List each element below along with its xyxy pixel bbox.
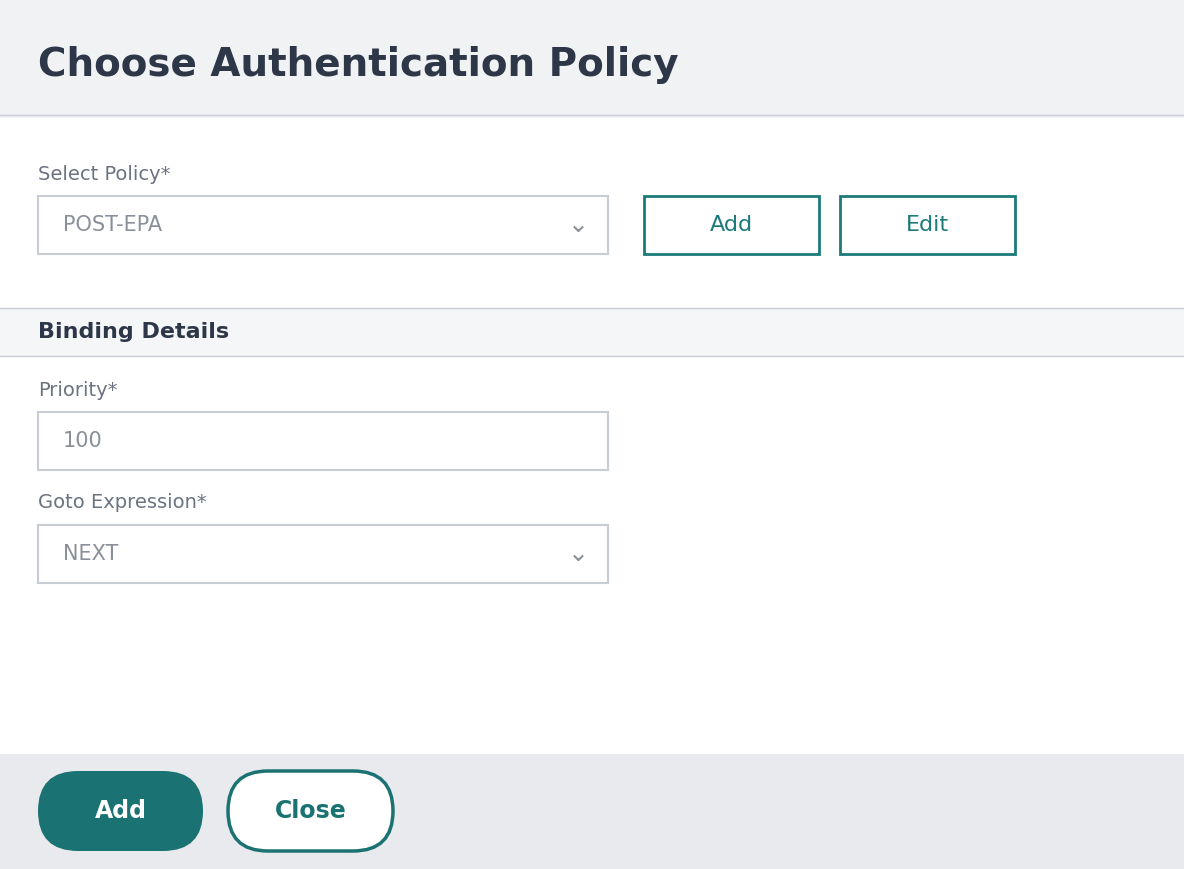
Text: 100: 100: [63, 431, 103, 451]
FancyBboxPatch shape: [644, 196, 819, 254]
FancyBboxPatch shape: [38, 525, 609, 583]
FancyBboxPatch shape: [38, 771, 202, 851]
FancyBboxPatch shape: [229, 771, 393, 851]
FancyBboxPatch shape: [0, 754, 1184, 869]
Text: ⌄: ⌄: [567, 213, 588, 237]
Text: Close: Close: [275, 799, 347, 823]
Text: Add: Add: [95, 799, 147, 823]
FancyBboxPatch shape: [0, 0, 1184, 118]
Text: Goto Expression*: Goto Expression*: [38, 494, 207, 513]
Text: Binding Details: Binding Details: [38, 322, 230, 342]
FancyBboxPatch shape: [839, 196, 1015, 254]
Text: NEXT: NEXT: [63, 544, 118, 564]
Text: POST-EPA: POST-EPA: [63, 215, 162, 235]
Text: Priority*: Priority*: [38, 381, 117, 400]
FancyBboxPatch shape: [38, 412, 609, 470]
FancyBboxPatch shape: [0, 118, 1184, 754]
Text: Choose Authentication Policy: Choose Authentication Policy: [38, 46, 678, 84]
Text: Select Policy*: Select Policy*: [38, 165, 170, 184]
Text: ⌄: ⌄: [567, 542, 588, 566]
FancyBboxPatch shape: [0, 308, 1184, 356]
FancyBboxPatch shape: [38, 196, 609, 254]
Text: Add: Add: [710, 215, 753, 235]
Text: Edit: Edit: [906, 215, 950, 235]
